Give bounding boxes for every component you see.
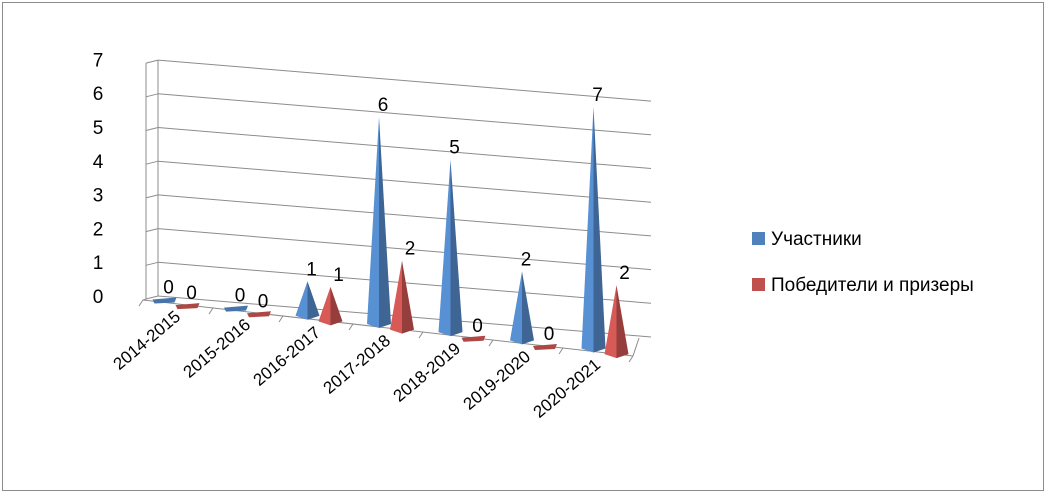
pyramid-face-right [522, 271, 534, 345]
gridline-side [145, 160, 159, 165]
y-tick-label: 3 [93, 186, 104, 207]
x-tick [628, 355, 634, 363]
gridline [157, 93, 652, 136]
pyramid-face-right [379, 116, 391, 328]
data-label: 0 [163, 277, 174, 298]
y-tick-label: 2 [93, 219, 104, 240]
gridline-side [145, 228, 159, 233]
x-category-label: 2019-2020 [460, 347, 535, 414]
pyramid-flat [533, 343, 557, 350]
pyramid-face-left [295, 281, 308, 320]
y-tick-label: 4 [93, 152, 104, 173]
x-category-label: 2017-2018 [320, 331, 395, 398]
pyramid-flat [224, 305, 248, 312]
x-tick [348, 323, 354, 331]
x-category-label: 2020-2021 [530, 355, 605, 422]
legend-swatch-participants [752, 232, 765, 245]
y-tick-label: 5 [93, 118, 104, 139]
data-label: 5 [449, 138, 460, 159]
pyramid-face-left [604, 285, 617, 359]
bars [152, 106, 629, 359]
gridline [157, 127, 652, 169]
data-label: 0 [472, 316, 483, 337]
gridline-side [145, 127, 159, 131]
data-label: 0 [235, 286, 246, 307]
data-label: 2 [405, 239, 416, 260]
pyramid-flat [152, 297, 177, 304]
data-label: 0 [544, 324, 555, 345]
y-tick-label: 7 [93, 50, 104, 71]
x-tick [558, 347, 564, 355]
pyramid-face-left [581, 106, 594, 353]
pyramid-face-right [330, 286, 343, 326]
gridlines [145, 59, 652, 338]
pyramid-face-left [318, 286, 331, 326]
legend-label-participants: Участники [771, 229, 862, 250]
pyramid-face-left [438, 159, 451, 337]
x-tick [488, 339, 494, 347]
pyramid-face-right [616, 285, 629, 359]
floor-right-edge [632, 337, 640, 357]
x-category-label: 2015-2016 [180, 315, 255, 382]
pyramid-flat [175, 303, 200, 310]
gridline-side [145, 261, 159, 266]
gridline [157, 228, 652, 271]
data-label: 1 [306, 259, 317, 280]
x-tick [208, 307, 214, 315]
x-tick [138, 299, 144, 307]
y-tick-label: 6 [93, 84, 104, 105]
data-label: 6 [378, 95, 389, 116]
data-label: 0 [258, 291, 269, 312]
x-tick [278, 315, 284, 323]
gridline-side [145, 194, 159, 199]
gridline [157, 59, 652, 102]
pyramid-face-right [402, 260, 414, 334]
pyramid-face-right [593, 106, 606, 353]
legend-swatch-winners [752, 278, 765, 291]
x-tick [418, 331, 424, 339]
data-label: 0 [186, 283, 197, 304]
y-tick-label: 0 [93, 287, 104, 308]
x-category-label: 2016-2017 [250, 323, 325, 390]
pyramid-face-right [450, 159, 463, 337]
x-category-label: 2018-2019 [390, 339, 465, 406]
gridline-side [145, 93, 159, 98]
legend: Участники Победители и призеры [752, 229, 974, 296]
gridline [157, 194, 652, 237]
data-label: 7 [592, 85, 603, 106]
pyramid-flat [247, 311, 271, 318]
gridline-side [145, 295, 159, 300]
pyramid-face-right [307, 281, 320, 320]
x-category-label: 2014-2015 [110, 307, 185, 374]
data-label: 1 [333, 265, 344, 286]
gridline-side [145, 59, 159, 64]
gridline [157, 160, 652, 203]
y-axis-ticks: 0 1 2 3 4 5 6 7 [93, 50, 104, 308]
data-label: 2 [619, 263, 630, 284]
y-tick-label: 1 [93, 253, 104, 274]
legend-label-winners: Победители и призеры [771, 275, 974, 296]
pyramid-face-left [390, 260, 402, 334]
pyramid-face-left [510, 271, 522, 345]
data-label: 2 [521, 249, 532, 270]
pyramid-face-left [367, 116, 379, 328]
pyramid-flat [461, 335, 486, 342]
